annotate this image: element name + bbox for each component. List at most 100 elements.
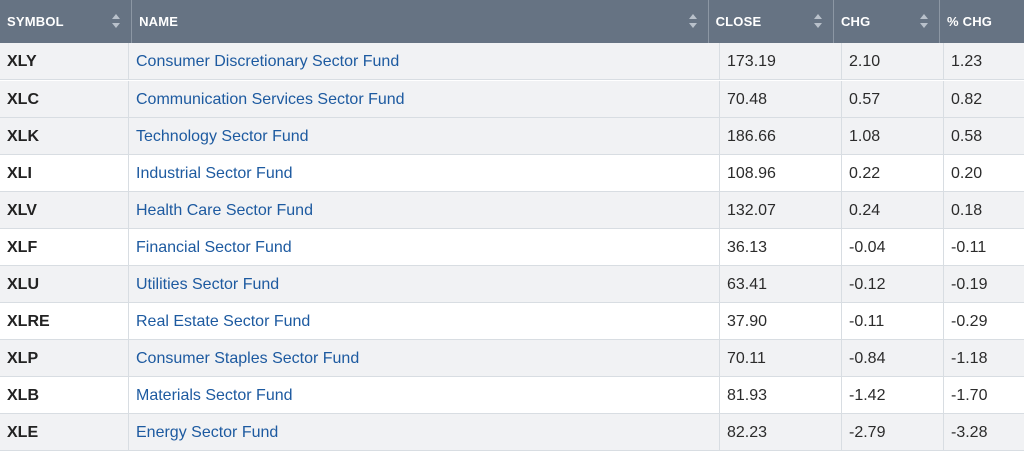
table-row: XLI Industrial Sector Fund 108.96 0.22 0…	[0, 155, 1024, 192]
close-cell: 173.19	[720, 43, 842, 79]
symbol-text: XLC	[7, 91, 39, 108]
chg-cell: 0.57	[842, 81, 944, 117]
table-row: XLY Consumer Discretionary Sector Fund 1…	[0, 43, 1024, 80]
chg-cell: 0.22	[842, 155, 944, 191]
fund-name-link[interactable]: Communication Services Sector Fund	[136, 91, 405, 108]
sort-arrows-icon[interactable]	[813, 14, 823, 28]
symbol-cell: XLI	[0, 155, 129, 191]
column-header-label: % CHG	[947, 14, 993, 29]
table-row: XLK Technology Sector Fund 186.66 1.08 0…	[0, 118, 1024, 155]
pct-chg-cell: -1.70	[951, 387, 988, 404]
column-header-close[interactable]: CLOSE	[709, 0, 834, 43]
table-row: XLC Communication Services Sector Fund 7…	[0, 81, 1024, 118]
column-header-pct-chg[interactable]: % CHG	[940, 0, 1024, 43]
symbol-text: XLU	[7, 276, 39, 293]
pct-chg-cell: -0.29	[951, 313, 988, 330]
symbol-cell: XLC	[0, 81, 129, 117]
name-cell: Utilities Sector Fund	[129, 266, 720, 302]
chg-cell: -2.79	[842, 414, 944, 450]
name-cell: Health Care Sector Fund	[129, 192, 720, 228]
symbol-cell: XLB	[0, 377, 129, 413]
table-row: XLV Health Care Sector Fund 132.07 0.24 …	[0, 192, 1024, 229]
name-cell: Consumer Discretionary Sector Fund	[129, 43, 720, 79]
name-cell: Financial Sector Fund	[129, 229, 720, 265]
pct-chg-cell: -1.18	[951, 350, 988, 367]
pct-chg-cell: 1.23	[951, 53, 983, 70]
symbol-text: XLF	[7, 239, 38, 256]
table-row: XLB Materials Sector Fund 81.93 -1.42 -1…	[0, 377, 1024, 414]
fund-name-link[interactable]: Technology Sector Fund	[136, 128, 309, 145]
close-cell: 37.90	[720, 303, 842, 339]
symbol-cell: XLRE	[0, 303, 129, 339]
fund-name-link[interactable]: Financial Sector Fund	[136, 239, 292, 256]
fund-name-link[interactable]: Real Estate Sector Fund	[136, 313, 311, 330]
fund-name-link[interactable]: Consumer Staples Sector Fund	[136, 350, 360, 367]
table-row: XLP Consumer Staples Sector Fund 70.11 -…	[0, 340, 1024, 377]
name-cell: Industrial Sector Fund	[129, 155, 720, 191]
symbol-cell: XLF	[0, 229, 129, 265]
symbol-text: XLK	[7, 128, 39, 145]
pct-chg-cell: 0.18	[951, 202, 983, 219]
name-cell: Energy Sector Fund	[129, 414, 720, 450]
column-header-label: CLOSE	[715, 14, 762, 29]
close-cell: 82.23	[720, 414, 842, 450]
pct-chg-cell: -0.11	[951, 239, 987, 256]
symbol-cell: XLE	[0, 414, 129, 450]
fund-name-link[interactable]: Consumer Discretionary Sector Fund	[136, 53, 400, 70]
symbol-text: XLRE	[7, 313, 50, 330]
symbol-text: XLV	[7, 202, 37, 219]
symbol-cell: XLY	[0, 43, 129, 79]
chg-cell: -1.42	[842, 377, 944, 413]
symbol-text: XLE	[7, 424, 39, 441]
symbol-cell: XLU	[0, 266, 129, 302]
pct-chg-cell: 0.20	[951, 165, 983, 182]
chg-cell: -0.12	[842, 266, 944, 302]
symbol-cell: XLP	[0, 340, 129, 376]
close-cell: 186.66	[720, 118, 842, 154]
chg-cell: 0.24	[842, 192, 944, 228]
table-row: XLE Energy Sector Fund 82.23 -2.79 -3.28	[0, 414, 1024, 451]
table-header: SYMBOL NAME CLOSE CHG % CHG	[0, 0, 1024, 43]
close-cell: 81.93	[720, 377, 842, 413]
name-cell: Consumer Staples Sector Fund	[129, 340, 720, 376]
close-cell: 108.96	[720, 155, 842, 191]
close-cell: 63.41	[720, 266, 842, 302]
table-row: XLRE Real Estate Sector Fund 37.90 -0.11…	[0, 303, 1024, 340]
close-cell: 70.48	[720, 81, 842, 117]
table-row: XLF Financial Sector Fund 36.13 -0.04 -0…	[0, 229, 1024, 266]
column-header-symbol[interactable]: SYMBOL	[0, 0, 133, 43]
column-header-chg[interactable]: CHG	[834, 0, 941, 43]
chg-cell: -0.84	[842, 340, 944, 376]
fund-name-link[interactable]: Materials Sector Fund	[136, 387, 293, 404]
symbol-cell: XLK	[0, 118, 129, 154]
pct-chg-cell: -0.19	[951, 276, 988, 293]
close-cell: 70.11	[720, 340, 842, 376]
sort-arrows-icon[interactable]	[688, 14, 698, 28]
symbol-text: XLI	[7, 165, 32, 182]
chg-cell: -0.11	[842, 303, 944, 339]
chg-cell: -0.04	[842, 229, 944, 265]
table-row: XLU Utilities Sector Fund 63.41 -0.12 -0…	[0, 266, 1024, 303]
column-header-label: SYMBOL	[7, 14, 64, 29]
sort-arrows-icon[interactable]	[920, 14, 929, 28]
symbol-text: XLB	[7, 387, 39, 404]
chg-cell: 2.10	[842, 43, 944, 79]
pct-chg-cell: 0.58	[951, 128, 983, 145]
symbol-text: XLP	[7, 350, 39, 367]
name-cell: Real Estate Sector Fund	[129, 303, 720, 339]
fund-name-link[interactable]: Industrial Sector Fund	[136, 165, 293, 182]
close-cell: 36.13	[720, 229, 842, 265]
symbol-text: XLY	[7, 53, 37, 70]
name-cell: Communication Services Sector Fund	[129, 81, 720, 117]
column-header-label: NAME	[139, 14, 179, 29]
fund-name-link[interactable]: Energy Sector Fund	[136, 424, 279, 441]
fund-name-link[interactable]: Health Care Sector Fund	[136, 202, 313, 219]
pct-chg-cell: -3.28	[951, 424, 988, 441]
name-cell: Technology Sector Fund	[129, 118, 720, 154]
symbol-cell: XLV	[0, 192, 129, 228]
pct-chg-cell: 0.82	[951, 91, 983, 108]
fund-name-link[interactable]: Utilities Sector Fund	[136, 276, 280, 293]
column-header-name[interactable]: NAME	[132, 0, 709, 43]
sort-arrows-icon[interactable]	[112, 14, 121, 28]
